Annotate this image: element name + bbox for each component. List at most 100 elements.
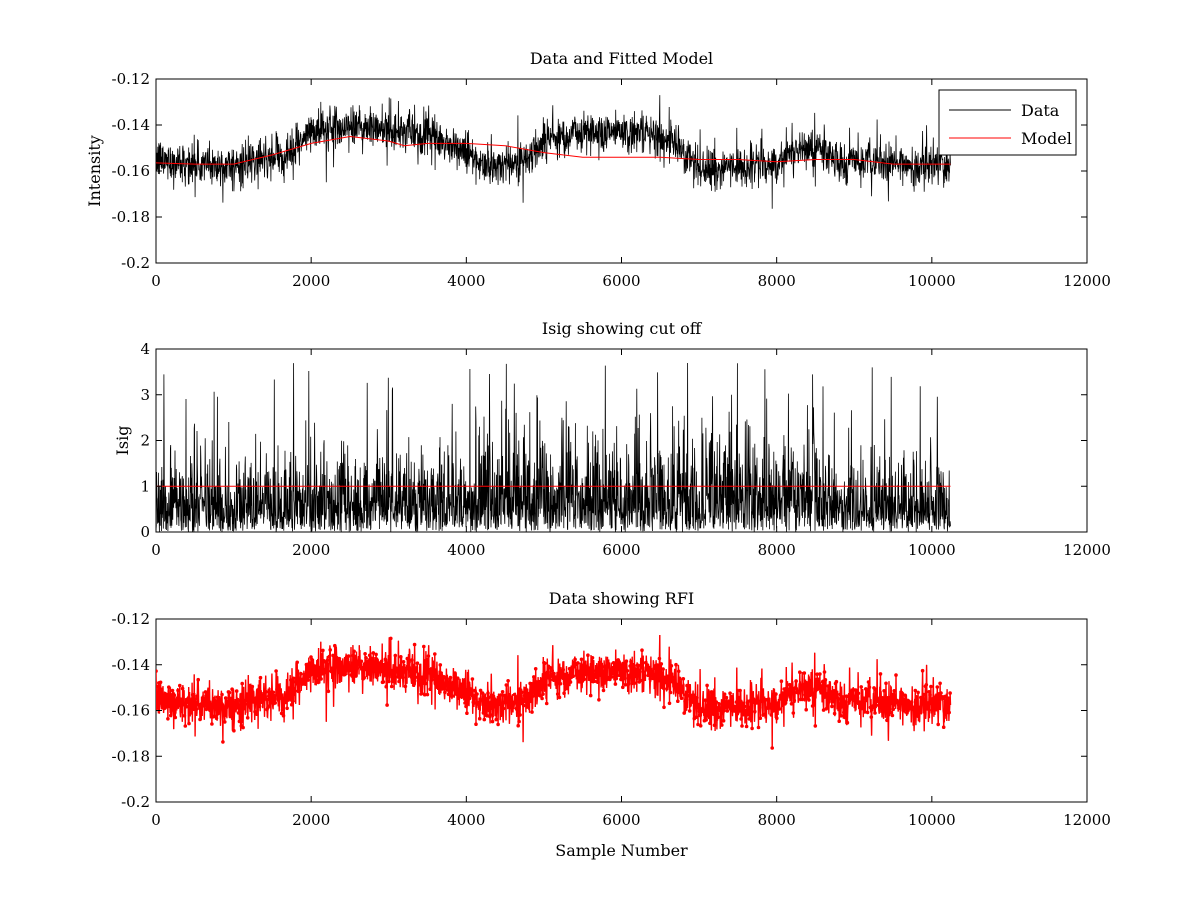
rfi-point: [855, 696, 860, 700]
rfi-point: [668, 690, 673, 695]
rfi-point: [566, 673, 571, 678]
rfi-point: [928, 693, 932, 697]
rfi-point: [392, 669, 397, 673]
rfi-point: [886, 696, 890, 700]
rfi-point: [639, 663, 643, 668]
rfi-point: [181, 702, 186, 706]
rfi-point: [936, 722, 940, 727]
rfi-point: [222, 711, 226, 715]
rfi-point: [814, 677, 819, 682]
rfi-point: [206, 697, 211, 701]
rfi-point: [819, 689, 823, 694]
rfi-point: [544, 701, 549, 706]
rfi-point: [753, 709, 757, 714]
rfi-point: [820, 679, 825, 684]
rfi-point: [769, 713, 774, 717]
rfi-point: [700, 706, 705, 711]
rfi-point: [324, 671, 329, 675]
rfi-point: [484, 697, 488, 701]
rfi-point: [447, 687, 452, 691]
rfi-point: [800, 697, 805, 702]
rfi-point: [462, 686, 466, 690]
rfi-point: [407, 660, 411, 665]
rfi-point: [662, 705, 666, 710]
rfi-point: [425, 692, 430, 697]
rfi-point: [935, 685, 940, 689]
rfi-point: [285, 706, 289, 711]
rfi-point: [727, 704, 731, 709]
rfi-point: [898, 700, 903, 704]
rfi-point: [294, 676, 299, 681]
rfi-point: [330, 670, 334, 674]
rfi-point: [758, 716, 763, 720]
rfi-point: [334, 655, 339, 660]
rfi-point: [414, 666, 419, 670]
rfi-point: [850, 692, 854, 697]
rfi-point: [457, 690, 462, 695]
x-tick-label: 6000: [602, 811, 640, 829]
rfi-point: [670, 675, 675, 680]
rfi-point: [581, 663, 586, 667]
rfi-point: [360, 665, 365, 670]
rfi-point: [775, 716, 779, 720]
rfi-point: [513, 701, 518, 705]
rfi-point: [496, 722, 500, 727]
rfi-point: [864, 698, 869, 703]
rfi-point: [698, 724, 703, 728]
rfi-point: [657, 656, 662, 661]
y-tick-label: -0.16: [112, 162, 150, 180]
rfi-point: [560, 675, 564, 679]
rfi-point: [459, 683, 464, 688]
rfi-point: [193, 697, 198, 701]
rfi-point: [179, 697, 183, 701]
rfi-point: [166, 717, 170, 721]
rfi-point: [640, 648, 644, 652]
rfi-point: [822, 670, 827, 674]
rfi-point: [774, 692, 778, 696]
rfi-point: [500, 690, 505, 694]
rfi-point: [454, 692, 458, 696]
rfi-point: [611, 661, 616, 665]
rfi-point: [186, 700, 190, 704]
rfi-point: [731, 708, 735, 713]
rfi-point: [241, 725, 245, 730]
rfi-point: [717, 702, 721, 706]
rfi-point: [368, 658, 373, 663]
rfi-point: [579, 657, 584, 662]
rfi-point: [184, 704, 189, 709]
rfi-point: [686, 693, 690, 698]
rfi-point: [719, 708, 723, 712]
rfi-point: [355, 666, 359, 671]
rfi-point: [914, 707, 918, 711]
rfi-point: [215, 695, 220, 700]
rfi-point: [258, 675, 263, 680]
rfi-point: [232, 728, 236, 733]
rfi-point: [771, 709, 775, 713]
rfi-point: [705, 683, 709, 688]
rfi-point: [315, 673, 320, 678]
rfi-point: [440, 687, 444, 691]
rfi-point: [289, 702, 294, 707]
rfi-point: [549, 673, 553, 677]
rfi-point: [404, 667, 409, 672]
rfi-point: [244, 698, 248, 703]
panel-data-rfi: 0 2000 4000 6000 8000 10000 12000 -0.12 -0.14 -0.…: [112, 589, 1111, 860]
rfi-point: [663, 680, 667, 685]
rfi-point: [849, 697, 853, 701]
rfi-point: [587, 666, 591, 670]
rfi-point: [190, 704, 194, 709]
rfi-point: [754, 701, 759, 705]
rfi-point: [528, 681, 532, 686]
rfi-point: [291, 676, 296, 681]
x-tick-label: 0: [151, 541, 161, 559]
rfi-point: [874, 687, 878, 692]
rfi-point: [841, 695, 845, 699]
rfi-point: [514, 706, 519, 711]
rfi-point: [532, 690, 537, 695]
legend: Data Model: [938, 89, 1077, 156]
rfi-point: [358, 662, 363, 667]
rfi-point: [165, 704, 169, 708]
rfi-point: [297, 689, 301, 694]
rfi-point: [431, 674, 435, 679]
rfi-point: [264, 690, 268, 694]
